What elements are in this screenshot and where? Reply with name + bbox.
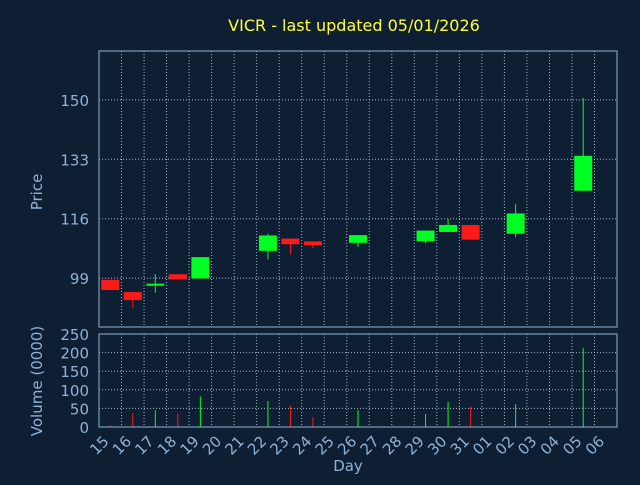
candle-body (168, 274, 187, 280)
candle-body (461, 224, 480, 240)
candle-body (281, 238, 300, 245)
price-grid (99, 51, 617, 327)
candle (191, 257, 210, 279)
candle (281, 238, 300, 255)
candle-body (349, 235, 367, 243)
x-tick-label: 06 (582, 432, 608, 458)
volume-grid (99, 334, 617, 427)
price-tick-label: 99 (70, 270, 89, 288)
price-candles (101, 98, 593, 308)
candle-body (146, 283, 165, 286)
candle (574, 98, 593, 191)
volume-tick-label: 100 (60, 382, 89, 400)
price-tick-label: 133 (60, 151, 89, 169)
candle (168, 274, 187, 280)
candle-body (123, 292, 142, 301)
volume-bars (109, 348, 584, 427)
volume-axis-label: Volume (0000) (28, 326, 46, 436)
price-panel: 99 116 133 150 (60, 50, 618, 328)
volume-tick-label: 150 (60, 363, 89, 381)
candle (439, 219, 458, 232)
candle (146, 274, 165, 293)
volume-tick-label: 50 (70, 400, 89, 418)
price-axis-label: Price (28, 174, 46, 211)
price-tick-label: 150 (60, 92, 89, 110)
chart-title: VICR - last updated 05/01/2026 (228, 16, 480, 35)
candle-body (191, 257, 210, 279)
candle-body (416, 230, 435, 242)
x-axis-ticks: 1516171819202122232425262728293031010203… (86, 432, 608, 458)
candle-body (258, 235, 277, 251)
volume-tick-label: 0 (79, 419, 89, 437)
candle (303, 241, 322, 249)
volume-panel-frame (98, 333, 618, 428)
candle (349, 235, 367, 247)
candle-body (101, 279, 120, 290)
candle (258, 233, 277, 260)
volume-tick-label: 200 (60, 345, 89, 363)
candle-body (439, 224, 458, 232)
volume-tick-label: 250 (60, 326, 89, 344)
price-tick-label: 116 (60, 211, 89, 229)
candle-body (506, 213, 525, 234)
candle-body (303, 241, 322, 246)
x-axis-label: Day (333, 457, 363, 475)
candle (123, 292, 142, 308)
candle (416, 230, 435, 244)
price-panel-frame (98, 50, 618, 328)
candle (506, 204, 525, 238)
price-axis-ticks: 99 116 133 150 (60, 92, 89, 288)
candle (461, 224, 480, 241)
candle-body (574, 155, 593, 191)
candle (101, 279, 120, 290)
